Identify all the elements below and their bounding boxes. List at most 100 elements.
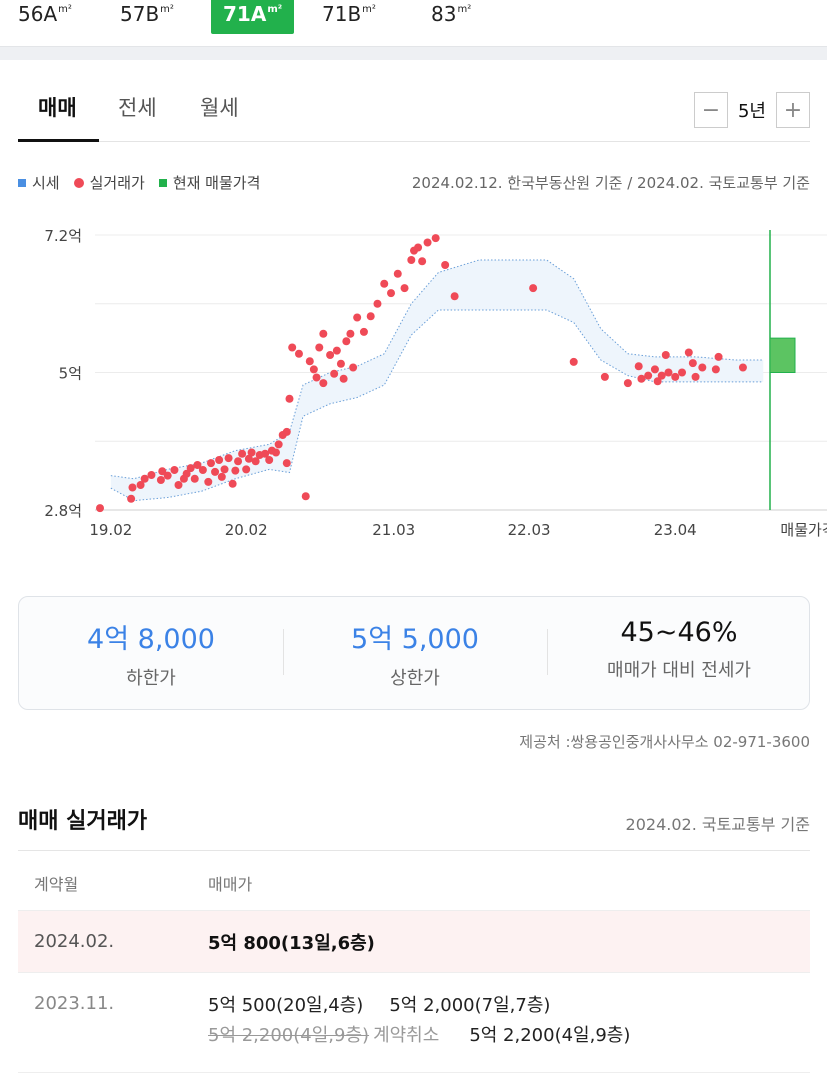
actual-trade-point: [319, 329, 328, 338]
divider: [547, 629, 548, 675]
y-tick-label: 5억: [59, 365, 82, 383]
actual-trade-point: [698, 363, 707, 372]
x-tick-label: 20.02: [225, 521, 268, 539]
actual-trade-point: [282, 427, 291, 436]
actual-trade-point: [359, 327, 368, 336]
actual-trade-point: [174, 481, 183, 489]
actual-trade-point: [305, 357, 314, 366]
actual-trade-point: [163, 471, 172, 480]
actual-trade-point: [332, 346, 341, 355]
legend-listing: 현재 매물가격: [158, 172, 260, 193]
deal-price: 5억 500(20일,4층): [208, 995, 364, 1016]
chart-basis-text: 2024.02.12. 한국부동산원 기준 / 2024.02. 국토교통부 기…: [411, 174, 810, 192]
size-tab-71a[interactable]: 71Am²: [211, 0, 295, 34]
jeonse-ratio-value: 45~46%: [620, 617, 738, 648]
trade-type-tabs: 매매 전세 월세 − 5년 +: [18, 60, 810, 142]
table-row[interactable]: 2024.02. 5억 800(13일,6층): [18, 911, 810, 973]
actual-trade-point: [231, 466, 240, 475]
summary-ratio: 45~46% 매매가 대비 전세가: [547, 617, 811, 682]
actual-trade-point: [738, 363, 747, 372]
deals-title: 매매 실거래가: [18, 809, 148, 834]
x-tick-label: 21.03: [372, 521, 415, 539]
actual-trade-point: [315, 343, 324, 352]
actual-trade-point: [285, 394, 294, 403]
actual-trade-point: [342, 337, 351, 346]
actual-trade-point: [714, 352, 723, 361]
x-tick-label: 19.02: [89, 521, 132, 539]
actual-trade-point: [644, 371, 653, 380]
summary-upper: 5억 5,000 상한가: [283, 617, 547, 690]
actual-trade-point: [339, 374, 348, 383]
size-tab-71b[interactable]: 71Bm²: [322, 0, 376, 34]
row-prices: 5억 500(20일,4층) 5억 2,000(7일,7층) 5억 2,200(4…: [208, 991, 808, 1051]
actual-trade-point: [182, 469, 191, 478]
listing-axis-label: 매물가격: [780, 521, 827, 539]
actual-trade-point: [261, 449, 270, 458]
table-header: 계약월 매매가: [18, 851, 810, 911]
actual-trade-point: [387, 289, 396, 298]
actual-trade-point: [242, 465, 251, 474]
size-tab-56a[interactable]: 56Am²: [18, 0, 72, 34]
actual-trade-point: [234, 457, 243, 466]
tab-sale[interactable]: 매매: [38, 96, 77, 120]
actual-trade-point: [373, 299, 382, 308]
actual-trade-point: [147, 471, 156, 479]
divider: [283, 629, 284, 675]
size-tab-label: 83: [431, 2, 457, 26]
table-row[interactable]: 2023.11. 5억 500(20일,4층) 5억 2,000(7일,7층) 5…: [18, 973, 810, 1073]
size-tab-unit: m²: [267, 4, 283, 15]
legend-actual-label: 실거래가: [89, 174, 145, 192]
actual-trade-point: [678, 368, 687, 377]
period-increase-button[interactable]: +: [776, 92, 810, 128]
actual-trade-point: [140, 474, 149, 483]
actual-trade-point: [330, 369, 339, 378]
actual-trade-point: [217, 472, 226, 481]
actual-trade-point: [661, 351, 670, 359]
actual-trade-point: [529, 284, 538, 293]
jeonse-ratio-label: 매매가 대비 전세가: [607, 660, 751, 681]
legend-market-label: 시세: [32, 174, 60, 192]
row-prices: 5억 800(13일,6층): [208, 929, 808, 959]
period-decrease-button[interactable]: −: [694, 92, 728, 128]
actual-trade-point: [215, 456, 224, 464]
period-stepper: − 5년 +: [694, 92, 810, 128]
actual-trade-point: [380, 279, 389, 288]
period-value: 5년: [737, 101, 766, 122]
actual-trade-point: [366, 312, 375, 321]
actual-trade-point: [657, 371, 666, 380]
row-month: 2024.02.: [34, 931, 115, 952]
row-month: 2023.11.: [34, 993, 115, 1014]
size-tab-label: 57B: [120, 2, 160, 26]
actual-trade-point: [204, 477, 213, 486]
actual-trade-point: [301, 492, 310, 501]
chart-legend: 시세 실거래가 현재 매물가격: [18, 172, 274, 193]
market-upper-line: [110, 259, 764, 480]
size-tab-83[interactable]: 83m²: [431, 0, 471, 34]
deal-price: 5억 800(13일,6층): [208, 933, 375, 954]
tab-jeonse[interactable]: 전세: [118, 96, 157, 120]
size-tab-unit: m²: [160, 4, 174, 15]
actual-trade-point: [653, 377, 662, 386]
actual-trade-point: [664, 368, 673, 377]
square-icon: [18, 178, 26, 187]
actual-trade-point: [634, 362, 643, 371]
actual-trade-point: [193, 461, 202, 469]
actual-trade-point: [414, 243, 423, 252]
actual-trade-point: [238, 449, 247, 458]
upper-price-label: 상한가: [390, 668, 440, 689]
x-tick-label: 22.03: [508, 521, 551, 539]
cancel-tag: 계약취소: [373, 1025, 440, 1046]
tab-monthly-rent[interactable]: 월세: [200, 96, 239, 120]
actual-trade-point: [228, 479, 237, 488]
size-tab-unit: m²: [362, 4, 376, 15]
dot-icon: [73, 177, 84, 188]
actual-trade-point: [170, 466, 179, 474]
actual-trade-point: [247, 448, 256, 457]
actual-trade-point: [691, 372, 700, 381]
size-tab-label: 71B: [322, 2, 362, 26]
size-tab-57b[interactable]: 57Bm²: [120, 0, 174, 34]
actual-trade-point: [600, 372, 609, 381]
deal-price: 5억 2,200(4일,9층): [469, 1025, 631, 1046]
actual-trade-point: [309, 365, 318, 374]
actual-trade-point: [288, 343, 297, 352]
